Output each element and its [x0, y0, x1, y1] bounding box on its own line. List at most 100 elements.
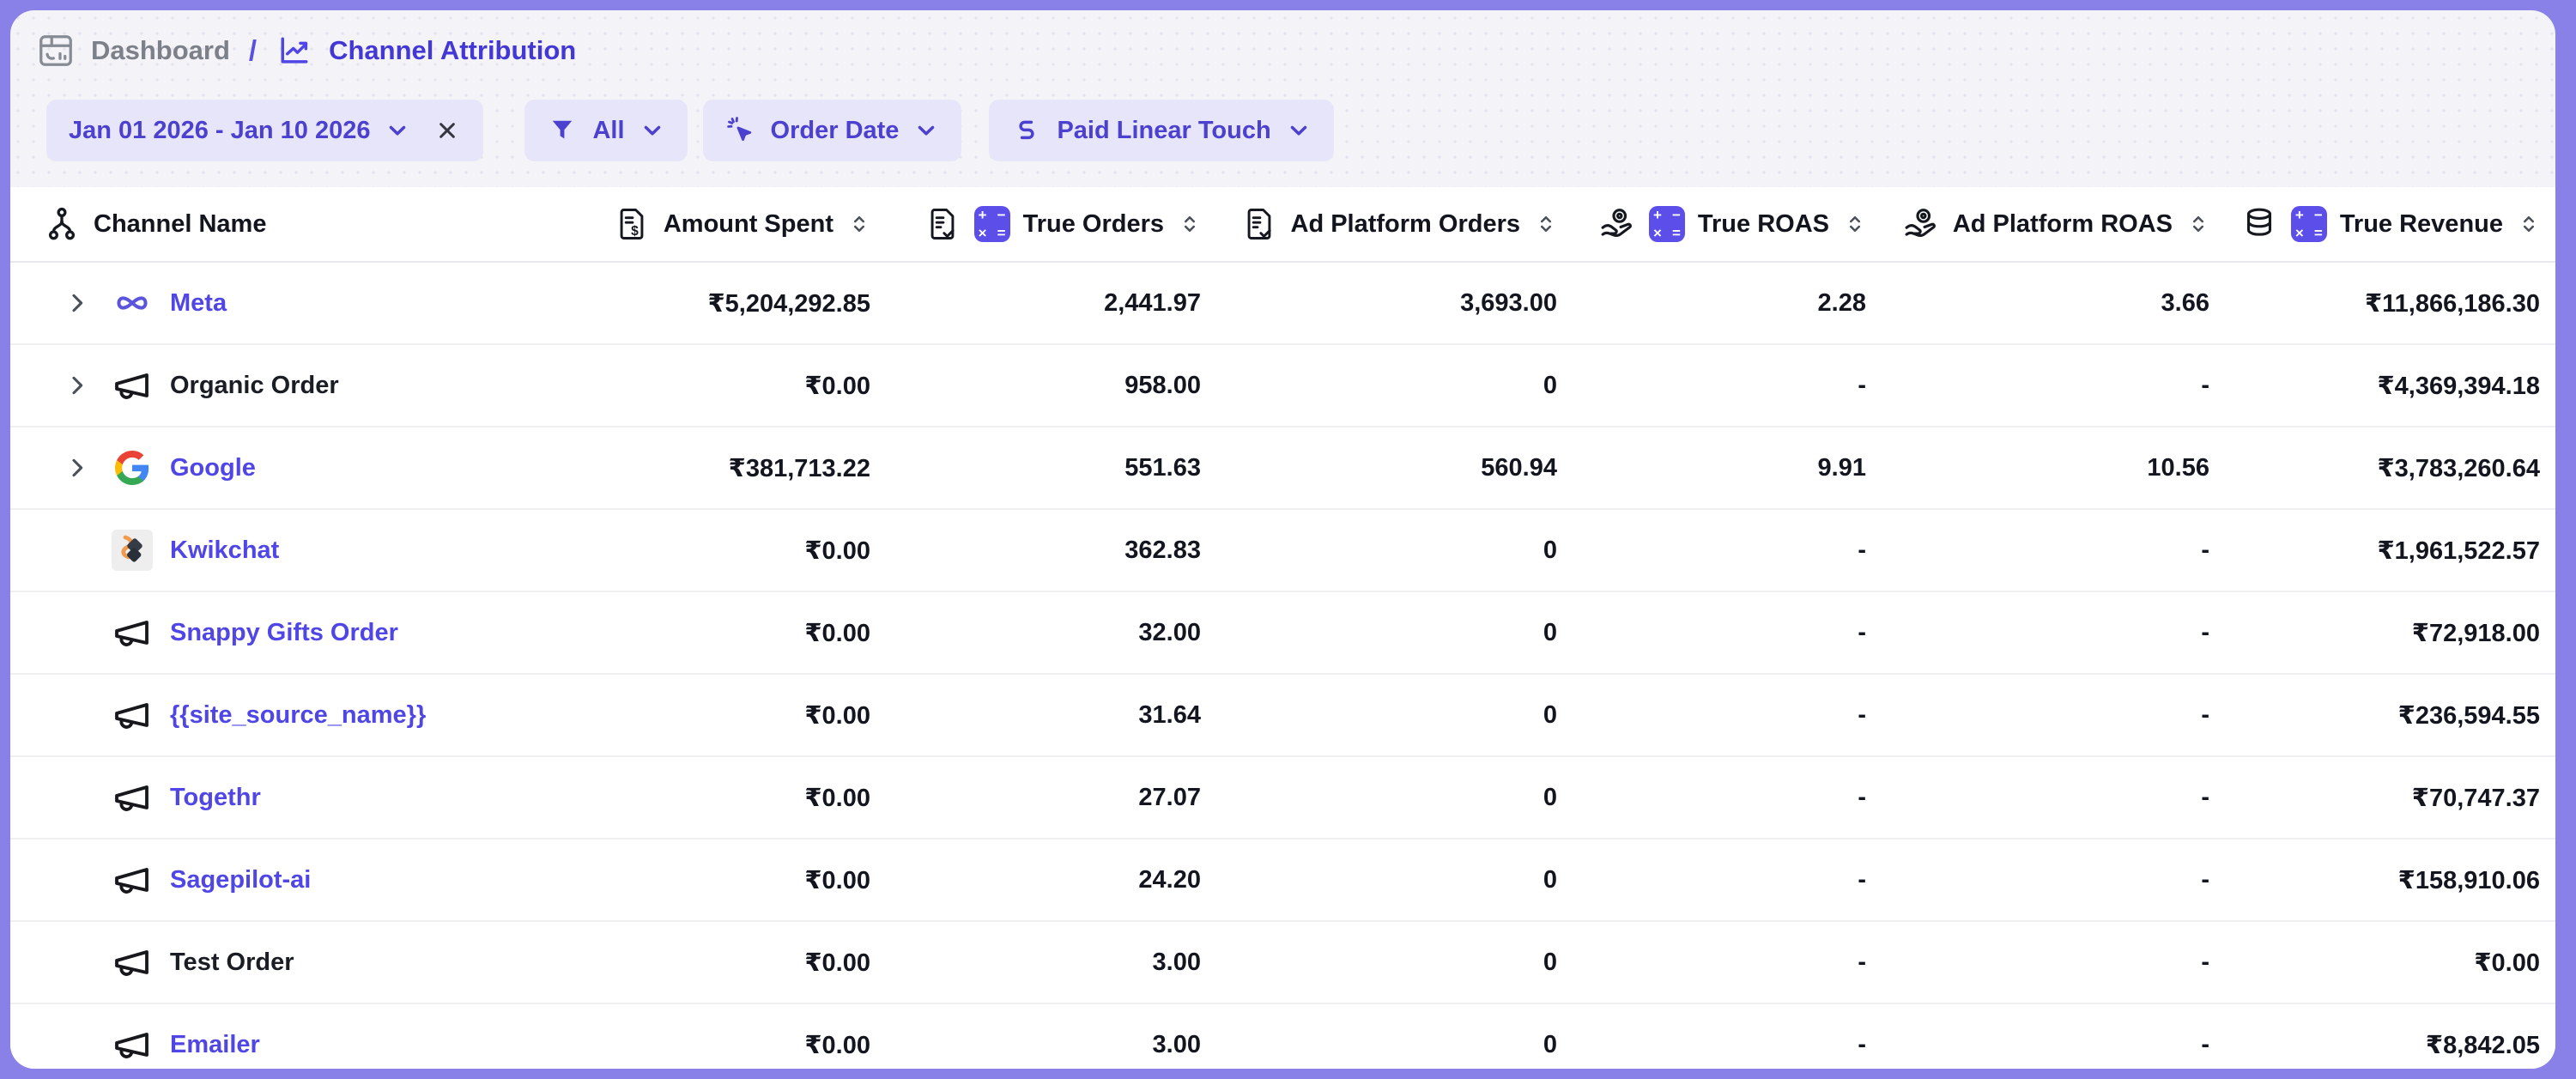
- ad-platform-roas-value: -: [1882, 756, 2225, 840]
- sort-icon[interactable]: [1533, 211, 1559, 237]
- true-roas-value: -: [1858, 1030, 1866, 1058]
- app-window: Dashboard / Channel Attribution Jan 01 2…: [10, 10, 2555, 1069]
- breadcrumb-dashboard[interactable]: Dashboard: [91, 35, 230, 65]
- table-row: Snappy Gifts Order ₹0.00 32.00 0 - - ₹72…: [10, 591, 2555, 675]
- channel-filter-label: All: [592, 116, 625, 144]
- attribution-model-label: Paid Linear Touch: [1057, 116, 1271, 144]
- megaphone-icon: [112, 777, 153, 818]
- true-orders-value: 3.00: [1152, 1030, 1201, 1058]
- channel-filter[interactable]: All: [524, 100, 688, 161]
- true-revenue-value: ₹11,866,186.30: [2225, 262, 2555, 345]
- channel-name[interactable]: Snappy Gifts Order: [170, 618, 398, 646]
- true-revenue-value: ₹8,842.05: [2425, 1031, 2540, 1059]
- clear-date-filter-icon[interactable]: [433, 117, 461, 144]
- true-orders-value: 3.00: [886, 921, 1216, 1004]
- sort-icon[interactable]: [846, 211, 872, 237]
- google-logo: [112, 447, 153, 488]
- date-type-filter[interactable]: Order Date: [702, 100, 962, 161]
- dashboard-icon: [36, 31, 76, 70]
- hand-coin-icon: [1598, 205, 1636, 243]
- column-label: True Orders: [1022, 209, 1164, 238]
- megaphone-icon: [112, 694, 153, 736]
- expand-chevron-icon[interactable]: [64, 454, 91, 482]
- ad-platform-roas-value: -: [1882, 591, 2225, 675]
- amount-spent-value: ₹0.00: [542, 756, 886, 840]
- amount-spent-value: ₹0.00: [542, 674, 886, 757]
- table-row: Meta ₹5,204,292.85 2,441.97 3,693.00 2.2…: [10, 262, 2555, 345]
- attribution-table: Channel Name $ Amo: [10, 187, 2555, 1069]
- channel-name[interactable]: Emailer: [170, 1030, 260, 1058]
- sort-icon[interactable]: [1842, 211, 1868, 237]
- true-roas-value: -: [1573, 509, 1882, 592]
- column-header-true-revenue[interactable]: + − × = True Revenue: [2225, 187, 2555, 263]
- date-type-label: Order Date: [770, 116, 900, 144]
- meta-logo: [112, 282, 153, 324]
- amount-spent-value: ₹5,204,292.85: [542, 262, 886, 345]
- sort-icon[interactable]: [2185, 211, 2211, 237]
- channel-name[interactable]: {{site_source_name}}: [170, 700, 427, 729]
- megaphone-icon: [112, 365, 153, 406]
- calculator-badge-icon: + − × =: [1648, 206, 1685, 242]
- column-header-channel-name: Channel Name: [10, 187, 542, 263]
- channel-name[interactable]: Togethr: [170, 783, 261, 811]
- file-check-icon: [924, 205, 961, 243]
- true-revenue-value: ₹0.00: [2225, 921, 2555, 1004]
- attribution-model-filter[interactable]: Paid Linear Touch: [989, 100, 1334, 161]
- true-orders-value: 31.64: [886, 674, 1216, 757]
- svg-text:$: $: [631, 224, 639, 239]
- column-header-true-roas[interactable]: + − × = True ROAS: [1573, 187, 1882, 263]
- channel-name[interactable]: Meta: [170, 288, 227, 317]
- ad-platform-roas-value: -: [1882, 839, 2225, 922]
- ad-platform-roas-value: -: [1882, 509, 2225, 592]
- amount-spent-value: ₹0.00: [542, 344, 886, 427]
- true-roas-value: -: [1573, 921, 1882, 1004]
- table-row: Google ₹381,713.22 551.63 560.94 9.91 10…: [10, 427, 2555, 510]
- date-range-filter[interactable]: Jan 01 2026 - Jan 10 2026: [46, 100, 484, 161]
- coins-icon: [2240, 205, 2278, 243]
- amount-spent-value: ₹381,713.22: [542, 427, 886, 510]
- true-revenue-value: ₹236,594.55: [2225, 674, 2555, 757]
- column-header-ad-platform-roas[interactable]: Ad Platform ROAS: [1882, 187, 2225, 263]
- hand-coin-icon: [1902, 205, 1940, 243]
- table-row: Togethr ₹0.00 27.07 0 - - ₹70,747.37: [10, 756, 2555, 840]
- ad-platform-roas-value: 10.56: [1882, 427, 2225, 510]
- channel-name[interactable]: Kwikchat: [170, 536, 280, 564]
- table-body: Meta ₹5,204,292.85 2,441.97 3,693.00 2.2…: [10, 262, 2555, 1069]
- megaphone-icon: [112, 859, 153, 900]
- true-roas-value: -: [1573, 674, 1882, 757]
- channel-name[interactable]: Sagepilot-ai: [170, 865, 312, 894]
- ad-platform-orders-value: 0: [1216, 674, 1573, 757]
- ad-platform-orders-value: 0: [1216, 344, 1573, 427]
- amount-spent-value: ₹0.00: [542, 509, 886, 592]
- sort-icon[interactable]: [2516, 211, 2542, 237]
- column-label: Amount Spent: [663, 209, 833, 238]
- true-roas-value: 2.28: [1573, 262, 1882, 345]
- ad-platform-orders-value: 0: [1216, 839, 1573, 922]
- column-header-amount-spent[interactable]: $ Amount Spent: [542, 187, 886, 263]
- megaphone-icon: [112, 1024, 153, 1065]
- column-header-true-orders[interactable]: + − × = True Orders: [886, 187, 1216, 263]
- channel-name[interactable]: Organic Order: [170, 371, 339, 399]
- ad-platform-orders-value: 0: [1216, 756, 1573, 840]
- true-roas-value: -: [1573, 756, 1882, 840]
- hierarchy-icon: [43, 205, 81, 243]
- megaphone-icon: [112, 612, 153, 653]
- table-row: Organic Order ₹0.00 958.00 0 - - ₹4,369,…: [10, 344, 2555, 427]
- true-orders-value: 32.00: [886, 591, 1216, 675]
- chevron-down-icon: [1290, 125, 1306, 136]
- ad-platform-roas-value: -: [1882, 344, 2225, 427]
- true-orders-value: 958.00: [886, 344, 1216, 427]
- ad-platform-roas-value: 3.66: [1882, 262, 2225, 345]
- funnel-icon: [553, 120, 573, 139]
- attribution-model-icon: [1019, 120, 1035, 140]
- column-header-ad-platform-orders[interactable]: Ad Platform Orders: [1216, 187, 1573, 263]
- expand-chevron-icon[interactable]: [64, 289, 91, 317]
- table-header-row: Channel Name $ Amo: [10, 187, 2555, 263]
- expand-chevron-icon[interactable]: [64, 372, 91, 399]
- channel-name[interactable]: Google: [170, 453, 256, 482]
- sort-icon[interactable]: [1177, 211, 1203, 237]
- breadcrumb-page-title: Channel Attribution: [329, 35, 577, 65]
- calculator-badge-icon: + − × =: [973, 206, 1010, 242]
- calculator-badge-icon: + − × =: [2290, 206, 2327, 242]
- channel-name[interactable]: Test Order: [170, 948, 294, 976]
